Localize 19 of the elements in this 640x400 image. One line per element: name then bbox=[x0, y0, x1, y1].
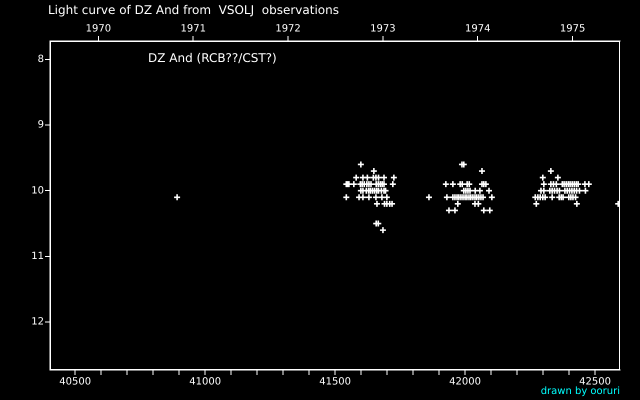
x2-tick-label: 1971 bbox=[180, 24, 206, 35]
x2-tick-label: 1973 bbox=[370, 24, 396, 35]
x-tick-label: 42000 bbox=[449, 376, 481, 388]
text: drawn by ooruri bbox=[540, 386, 620, 397]
annotation: DZ And (RCB??/CST?) bbox=[148, 51, 277, 65]
x2-tick-label: 1974 bbox=[465, 24, 490, 35]
x-tick-label: 41500 bbox=[319, 376, 352, 388]
y-tick-label: 8 bbox=[38, 54, 44, 65]
x-tick-label: 42500 bbox=[579, 376, 611, 388]
x2-tick-label: 1975 bbox=[560, 24, 586, 35]
y-tick-label: 9 bbox=[38, 120, 44, 131]
x2-tick-label: 1970 bbox=[86, 24, 112, 35]
x-tick-label: 40500 bbox=[59, 376, 92, 388]
y-tick-label: 10 bbox=[31, 185, 44, 196]
x-tick-label: 41000 bbox=[189, 376, 222, 388]
chart-title: Light curve of DZ And from VSOLJ observations bbox=[48, 3, 339, 17]
x2-tick-label: 1972 bbox=[275, 24, 301, 35]
y-tick-label: 12 bbox=[31, 316, 44, 328]
y-tick-label: 11 bbox=[31, 250, 44, 262]
